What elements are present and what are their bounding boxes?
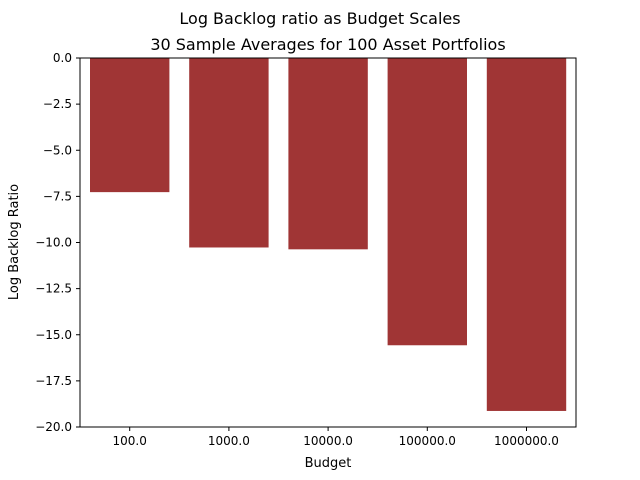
bar-100.0 [90, 58, 170, 193]
y-tick-label: −12.5 [35, 282, 72, 296]
x-tick-label: 100.0 [113, 434, 147, 448]
y-tick-label: −5.0 [43, 143, 72, 157]
x-tick-label: 1000000.0 [494, 434, 559, 448]
y-axis-label: Log Backlog Ratio [7, 184, 22, 300]
y-tick-label: −2.5 [43, 97, 72, 111]
x-tick-label: 1000.0 [208, 434, 250, 448]
x-axis-label: Budget [305, 456, 352, 471]
x-axis-ticks: 100.0 1000.0 10000.0 100000.0 1000000.0 [113, 427, 559, 448]
x-tick-label: 100000.0 [399, 434, 456, 448]
y-tick-label: −17.5 [35, 374, 72, 388]
y-tick-label: 0.0 [53, 51, 72, 65]
y-tick-label: −20.0 [35, 420, 72, 434]
bars-group [90, 58, 567, 411]
chart-subtitle: 30 Sample Averages for 100 Asset Portfol… [150, 35, 505, 54]
plot-frame [79, 57, 577, 428]
bar-10000.0 [288, 58, 368, 250]
bar-1000000.0 [486, 58, 567, 411]
bar-100000.0 [387, 58, 467, 346]
y-tick-label: −10.0 [35, 236, 72, 250]
bar-1000.0 [189, 58, 269, 248]
y-axis-ticks: 0.0 −2.5 −5.0 −7.5 −10.0 −12.5 −15.0 −17.5 −20.0 [35, 51, 80, 434]
chart-title: Log Backlog ratio as Budget Scales [179, 9, 460, 28]
y-tick-label: −15.0 [35, 328, 72, 342]
y-tick-label: −7.5 [43, 189, 72, 203]
x-tick-label: 10000.0 [303, 434, 353, 448]
